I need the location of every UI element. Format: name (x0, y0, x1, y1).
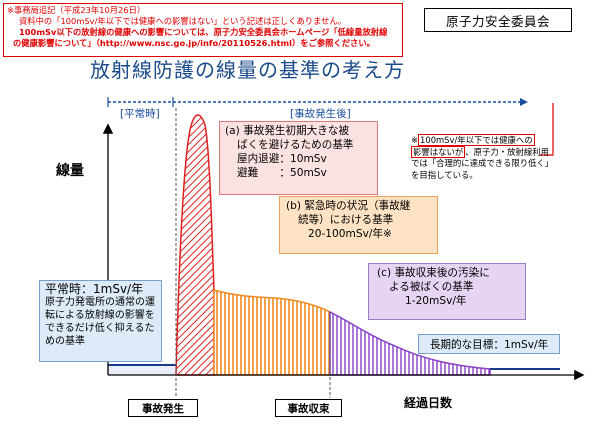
phase-c-text: (c) 事故収束後の汚染に (377, 267, 490, 279)
y-axis-label: 線量 (56, 163, 84, 179)
accident-end-marker: 事故収束 (275, 399, 342, 417)
period-accident-label: [事故発生後] (290, 108, 351, 120)
correction-note: ※事務局追記（平成23年10月26日） 資料中の「100mSv/年以下では健康へ… (3, 3, 403, 57)
phase-c-area (329, 310, 491, 376)
phase-b-area (213, 289, 331, 376)
side-note-highlight: 100mSv/年以下では健康への (418, 134, 535, 146)
page-title: 放射線防護の線量の基準の考え方 (90, 58, 405, 82)
organization-label: 原子力安全委員会 (424, 8, 572, 32)
phase-c-text: 1-20mSv/年 (405, 295, 467, 307)
period-normal-label: [平常時] (120, 108, 160, 120)
normal-box: 平常時：1mSv/年 原子力発電所の通常の運転による放射線の影響をできるだけ低く… (39, 280, 162, 362)
phase-b-box: (b) 緊急時の状況（事故継 続等）における基準 20-100mSv/年※ (279, 196, 438, 254)
phase-c-text: よる被ばくの基準 (389, 281, 474, 293)
phase-a-text: 避難 ：50mSv (237, 167, 327, 179)
phase-a-box: (a) 事故発生初期大きな被 ばくを避けるための基準 屋内退避：10mSv 避難… (219, 121, 378, 195)
x-axis-label: 経過日数 (404, 396, 453, 410)
side-note-text: 、原子力・放射線利用では「合理的に達成できる限り低く」を目指している。 (411, 146, 550, 180)
side-note-highlight: 影響はないが (411, 145, 466, 158)
side-note-mark: ※ (411, 135, 419, 145)
side-note: ※ 100mSv/年以下では健康への 影響はないが 、原子力・放射線利用では「合理的… (411, 134, 553, 181)
accident-start-marker: 事故発生 (128, 399, 198, 417)
period-arrow (520, 98, 528, 106)
normal-body: 原子力発電所の通常の運転による放射線の影響をできるだけ低く抑えるための基準 (45, 297, 155, 347)
correction-note-line: 資料中の「100mSv/年以下では健康への影響はない」という記述は正しくありませ… (19, 16, 347, 26)
phase-a-text: 屋内退避：10mSv (237, 153, 327, 165)
phase-a-text: (a) 事故発生初期大きな被 (225, 125, 350, 137)
longterm-box: 長期的な目標：1mSv/年 (418, 334, 560, 354)
phase-c-box: (c) 事故収束後の汚染に よる被ばくの基準 1-20mSv/年 (368, 263, 526, 320)
phase-a-area (175, 114, 215, 376)
correction-note-line: 100mSv以下の放射線の健康への影響については、原子力安全委員会ホームページ「… (19, 27, 388, 37)
phase-b-text: 続等）における基準 (298, 214, 394, 226)
side-note-connector (540, 103, 554, 156)
phase-a-text: ばくを避けるための基準 (237, 139, 354, 151)
phase-b-text: 20-100mSv/年※ (308, 228, 392, 240)
correction-note-heading: ※事務局追記（平成23年10月26日） (7, 5, 146, 15)
correction-note-line: の健康影響について」（http://www.nsc.go.jp/info/201… (13, 38, 375, 48)
normal-dose-area (108, 365, 176, 375)
phase-b-text: (b) 緊急時の状況（事故継 (286, 200, 411, 212)
normal-heading: 平常時：1mSv/年 (45, 282, 144, 296)
